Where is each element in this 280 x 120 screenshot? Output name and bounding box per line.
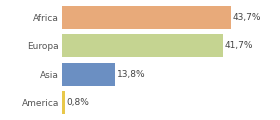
Bar <box>62 34 223 57</box>
Text: 13,8%: 13,8% <box>117 70 146 79</box>
Bar <box>62 91 65 114</box>
Text: 0,8%: 0,8% <box>67 98 90 107</box>
Bar <box>62 63 115 86</box>
Text: 43,7%: 43,7% <box>233 13 261 22</box>
Bar <box>62 6 231 29</box>
Text: 41,7%: 41,7% <box>225 41 253 50</box>
